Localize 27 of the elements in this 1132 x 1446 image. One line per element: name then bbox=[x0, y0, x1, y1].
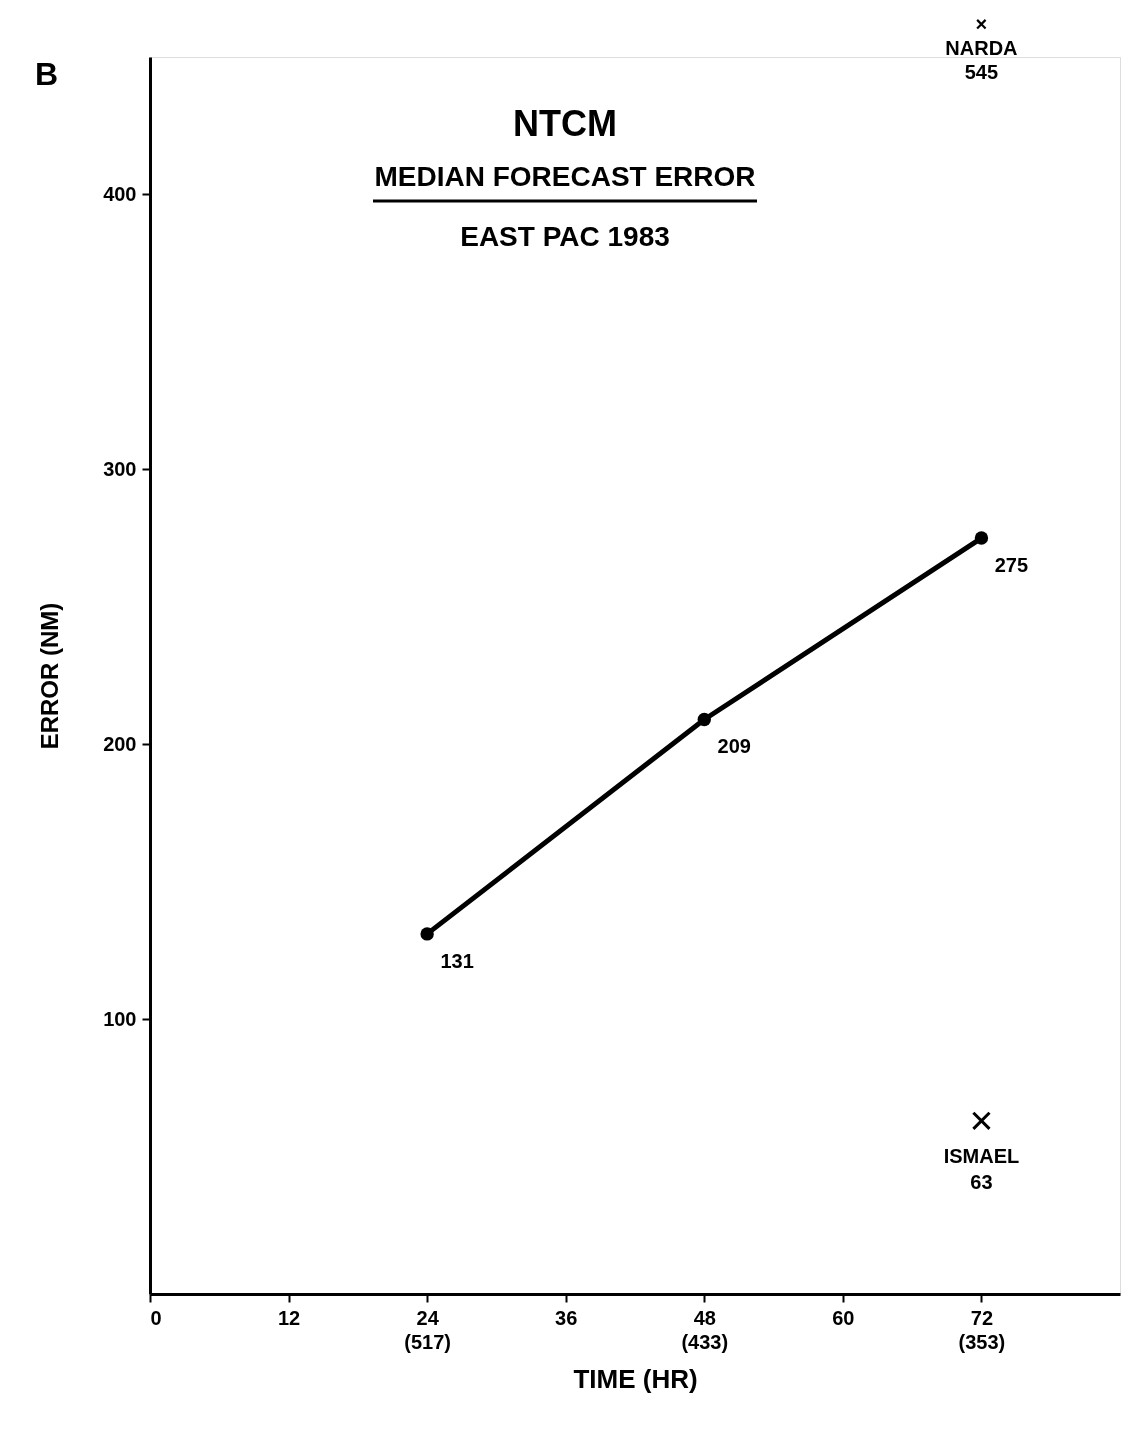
x-tick-label: 48 (433) bbox=[681, 1306, 729, 1353]
x-tick-label: 60 bbox=[832, 1306, 855, 1329]
x-tick-label: 36 bbox=[555, 1306, 578, 1329]
data-label: 63 bbox=[970, 1170, 993, 1193]
y-tick-label: 100 bbox=[103, 1007, 137, 1030]
data-label: 209 bbox=[717, 735, 751, 758]
point bbox=[420, 927, 434, 941]
data-label: 131 bbox=[440, 949, 474, 972]
point bbox=[697, 712, 711, 727]
text: NTCM bbox=[513, 103, 617, 144]
x-tick-label: 12 bbox=[277, 1306, 301, 1329]
text: EAST PAC 1983 bbox=[460, 221, 670, 252]
series-label: ISMAEL bbox=[943, 1144, 1020, 1167]
x-tick-label: 72 (353) bbox=[958, 1306, 1006, 1353]
text: MEDIAN FORECAST ERROR bbox=[374, 161, 756, 192]
annotation: × NARDA 545 bbox=[945, 13, 1018, 83]
y-axis-title: ERROR (NM) bbox=[36, 602, 64, 750]
point bbox=[974, 531, 989, 545]
text: B bbox=[35, 56, 59, 92]
x-tick-label: 24 (517) bbox=[404, 1306, 451, 1353]
y-tick-label: 200 bbox=[103, 732, 137, 755]
y-tick-label: 300 bbox=[103, 457, 137, 480]
x-tick-label: 0 bbox=[150, 1306, 162, 1329]
point bbox=[971, 1111, 991, 1131]
x-axis-title: TIME (HR) bbox=[573, 1363, 698, 1394]
data-label: 275 bbox=[994, 554, 1029, 577]
y-tick-label: 400 bbox=[103, 182, 137, 205]
